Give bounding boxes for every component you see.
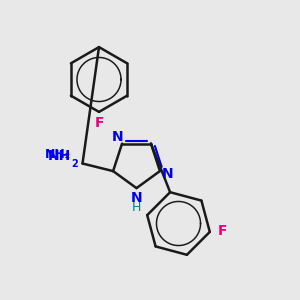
Text: 2: 2: [72, 159, 79, 169]
Text: F: F: [217, 224, 227, 238]
Text: NH: NH: [48, 149, 71, 163]
Text: H: H: [132, 201, 141, 214]
Text: N: N: [111, 130, 123, 144]
Text: NH₂: NH₂: [44, 148, 70, 161]
Text: N: N: [162, 167, 174, 181]
Text: F: F: [94, 116, 104, 130]
Text: N: N: [131, 191, 142, 205]
